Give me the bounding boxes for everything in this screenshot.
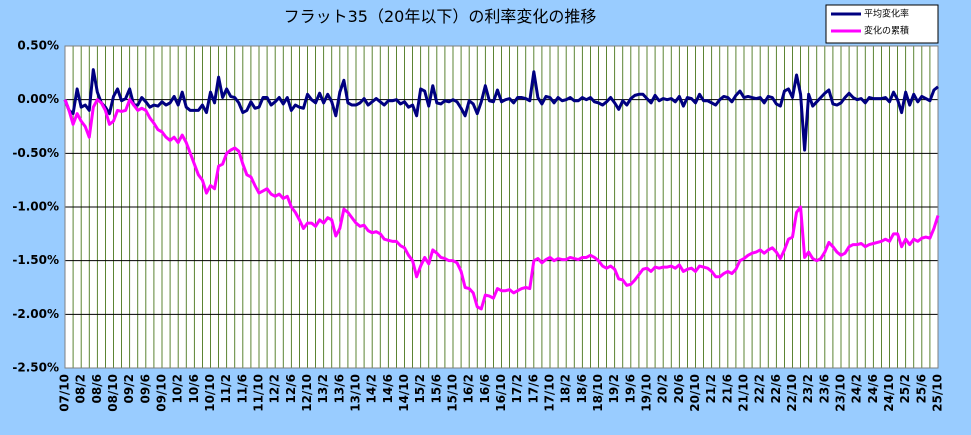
- x-tick-label: 21/10: [737, 374, 751, 412]
- y-tick-label: -0.50%: [12, 146, 59, 160]
- plot-border: [64, 45, 939, 369]
- x-tick-label: 18/6: [575, 374, 589, 403]
- x-tick-label: 08/10: [106, 374, 120, 412]
- x-tick-label: 10/6: [187, 374, 201, 403]
- x-tick-label: 19/6: [623, 374, 637, 403]
- x-tick-label: 24/2: [850, 374, 864, 403]
- x-tick-label: 10/10: [203, 374, 217, 412]
- x-tick-label: 14/10: [397, 374, 411, 412]
- x-tick-label: 14/2: [365, 374, 379, 403]
- x-tick-label: 23/10: [834, 374, 848, 412]
- x-tick-label: 25/6: [914, 374, 928, 403]
- x-tick-label: 17/2: [510, 374, 524, 403]
- x-tick-label: 08/2: [74, 374, 88, 403]
- x-tick-label: 15/6: [429, 374, 443, 403]
- legend-label: 平均変化率: [864, 8, 909, 20]
- x-tick-label: 17/6: [526, 374, 540, 403]
- x-tick-label: 12/2: [268, 374, 282, 403]
- x-tick-label: 20/6: [672, 374, 686, 403]
- x-tick-label: 21/2: [704, 374, 718, 403]
- x-tick-label: 20/2: [656, 374, 670, 403]
- x-tick-label: 23/6: [817, 374, 831, 403]
- x-tick-label: 12/6: [284, 374, 298, 403]
- y-tick-label: -2.00%: [12, 307, 59, 321]
- series: [63, 68, 940, 311]
- x-tick-label: 14/6: [381, 374, 395, 403]
- x-tick-label: 22/2: [753, 374, 767, 403]
- x-tick-label: 16/10: [494, 374, 508, 412]
- chart-title: フラット35（20年以下）の利率変化の推移: [284, 7, 597, 26]
- x-tick-label: 10/2: [171, 374, 185, 403]
- x-tick-label: 21/6: [720, 374, 734, 403]
- y-tick-label: -1.50%: [12, 253, 59, 267]
- x-tick-label: 13/10: [349, 374, 363, 412]
- x-tick-label: 17/10: [543, 374, 557, 412]
- x-tick-label: 16/6: [478, 374, 492, 403]
- series-line: [63, 68, 939, 152]
- x-tick-label: 09/6: [138, 374, 152, 403]
- x-tick-label: 07/10: [58, 374, 72, 412]
- x-tick-label: 22/6: [769, 374, 783, 403]
- x-tick-label: 09/10: [155, 374, 169, 412]
- x-tick-label: 18/10: [591, 374, 605, 412]
- x-tick-label: 25/10: [931, 374, 945, 412]
- x-tick-label: 11/6: [235, 374, 249, 403]
- x-tick-label: 23/2: [801, 374, 815, 403]
- x-tick-label: 20/10: [688, 374, 702, 412]
- x-tick-label: 24/6: [866, 374, 880, 403]
- legend-box: [825, 4, 939, 44]
- x-tick-label: 15/2: [413, 374, 427, 403]
- x-tick-label: 18/2: [559, 374, 573, 403]
- x-tick-label: 13/6: [332, 374, 346, 403]
- x-tick-label: 11/10: [252, 374, 266, 412]
- series-line: [63, 98, 940, 311]
- y-tick-label: 0.50%: [17, 39, 59, 53]
- x-tick-label: 19/10: [640, 374, 654, 412]
- legend-label: 変化の累積: [864, 25, 909, 37]
- y-tick-label: 0.00%: [17, 92, 59, 106]
- x-tick-label: 22/10: [785, 374, 799, 412]
- y-tick-label: -2.50%: [12, 361, 59, 375]
- y-tick-label: -1.00%: [12, 200, 59, 214]
- x-tick-label: 19/2: [607, 374, 621, 403]
- x-tick-label: 15/10: [446, 374, 460, 412]
- x-tick-label: 09/2: [122, 374, 136, 403]
- x-tick-label: 13/2: [316, 374, 330, 403]
- x-tick-label: 12/10: [300, 374, 314, 412]
- x-tick-label: 25/2: [898, 374, 912, 403]
- x-tick-label: 24/10: [882, 374, 896, 412]
- x-tick-label: 11/2: [219, 374, 233, 403]
- x-tick-label: 16/2: [462, 374, 476, 403]
- x-tick-label: 08/6: [90, 374, 104, 403]
